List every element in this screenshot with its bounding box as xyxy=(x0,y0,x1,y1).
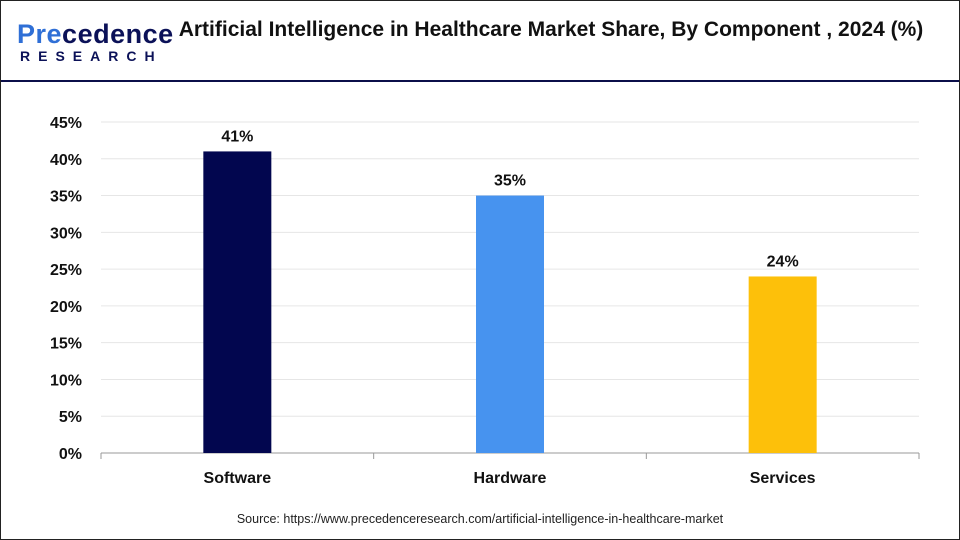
y-tick-label: 30% xyxy=(50,225,82,242)
chart-title: Artificial Intelligence in Healthcare Ma… xyxy=(178,18,924,41)
x-tick-label: Hardware xyxy=(474,470,547,487)
data-label: 35% xyxy=(494,173,526,190)
x-tick-label: Software xyxy=(204,470,272,487)
header: Precedence RESEARCH Artificial Intellige… xyxy=(1,1,959,82)
bar-services xyxy=(748,276,817,453)
y-tick-label: 45% xyxy=(50,115,82,132)
data-label: 24% xyxy=(767,253,799,270)
y-tick-label: 15% xyxy=(50,336,82,353)
y-tick-label: 0% xyxy=(59,446,82,463)
y-tick-label: 25% xyxy=(50,262,82,279)
bar-hardware xyxy=(476,195,544,454)
logo-text-pre: Pre xyxy=(17,19,63,49)
y-tick-label: 40% xyxy=(50,152,82,169)
precedence-research-logo: Precedence RESEARCH xyxy=(17,19,173,65)
y-tick-label: 35% xyxy=(50,189,82,206)
y-tick-label: 5% xyxy=(59,409,82,426)
bar-software xyxy=(203,151,272,453)
logo-subtitle: RESEARCH xyxy=(20,48,163,64)
x-tick-label: Services xyxy=(750,470,816,487)
data-label: 41% xyxy=(221,128,253,145)
logo-text-cedence: cedence xyxy=(62,19,174,49)
y-tick-label: 20% xyxy=(50,299,82,316)
y-tick-label: 10% xyxy=(50,372,82,389)
source-note: Source: https://www.precedenceresearch.c… xyxy=(236,512,724,526)
